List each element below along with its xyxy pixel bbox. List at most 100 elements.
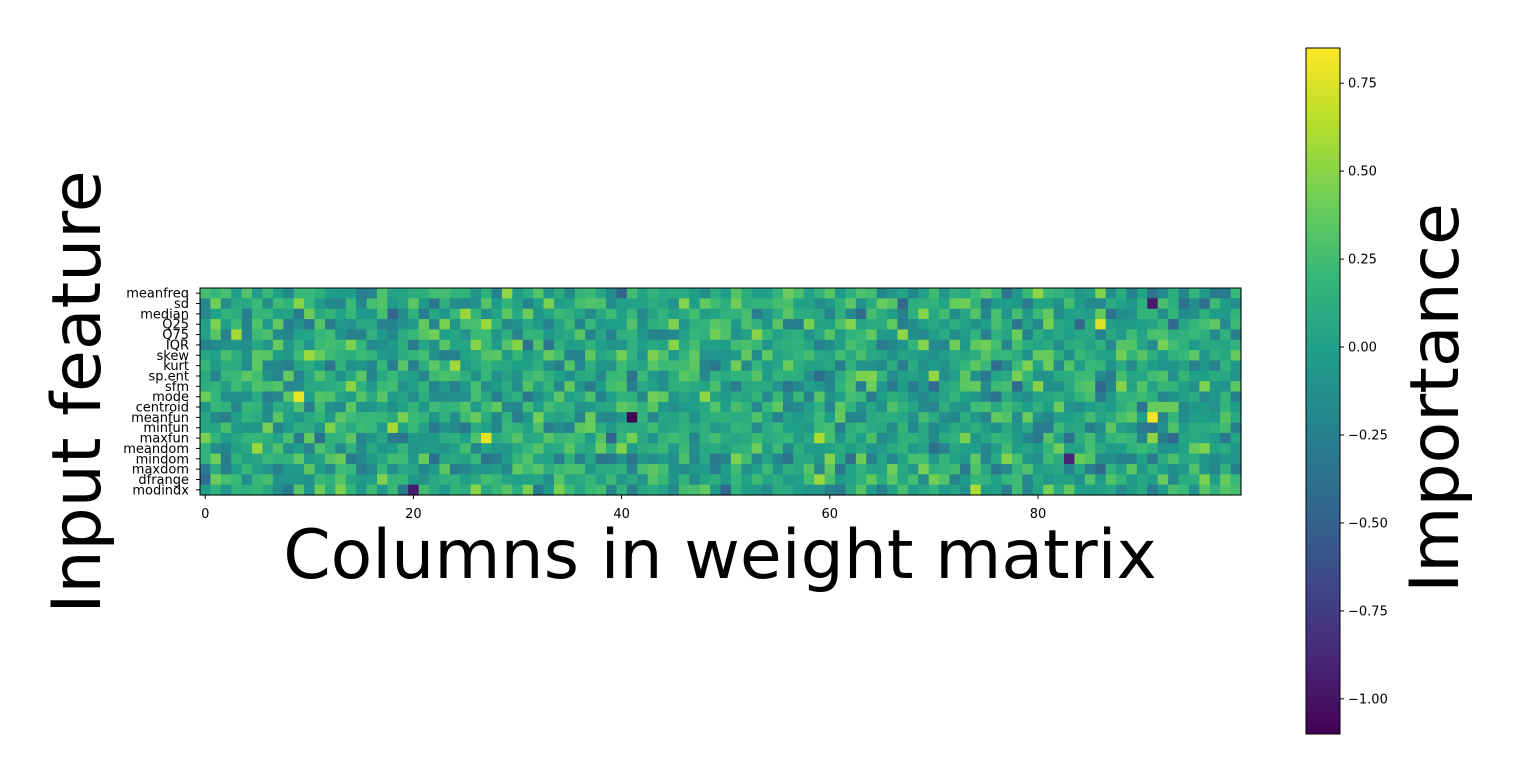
heatmap-cell xyxy=(460,308,472,320)
heatmap-cell xyxy=(376,381,388,393)
heatmap-cell xyxy=(356,412,368,424)
heatmap-cell xyxy=(481,298,493,310)
heatmap-cell xyxy=(481,412,493,424)
heatmap-cell xyxy=(283,339,295,351)
heatmap-cell xyxy=(887,401,899,413)
heatmap-cell xyxy=(991,453,1003,465)
heatmap-cell xyxy=(335,453,347,465)
heatmap-cell xyxy=(741,370,753,382)
heatmap-cell xyxy=(855,391,867,403)
heatmap-cell xyxy=(314,391,326,403)
heatmap-cell xyxy=(1126,370,1138,382)
heatmap-cell xyxy=(595,381,607,393)
heatmap-cell xyxy=(991,350,1003,362)
heatmap-cell xyxy=(1064,370,1076,382)
heatmap-cell xyxy=(887,391,899,403)
x-tick-label: 60 xyxy=(822,507,839,522)
heatmap-cell xyxy=(980,432,992,444)
heatmap-cell xyxy=(741,350,753,362)
heatmap-cell xyxy=(418,370,430,382)
heatmap-cell xyxy=(262,360,274,372)
heatmap-cell xyxy=(699,443,711,455)
colorbar xyxy=(1305,47,1341,735)
heatmap-cell xyxy=(1116,453,1128,465)
heatmap-cell xyxy=(928,288,940,299)
heatmap-cell xyxy=(710,360,722,372)
heatmap-cell xyxy=(1188,350,1200,362)
heatmap-cell xyxy=(710,329,722,341)
heatmap-cell xyxy=(1116,339,1128,351)
heatmap-cell xyxy=(1001,339,1013,351)
heatmap-cell xyxy=(959,474,971,486)
heatmap-cell xyxy=(814,381,826,393)
heatmap-cell xyxy=(1157,432,1169,444)
heatmap-cell xyxy=(845,339,857,351)
heatmap-cell xyxy=(356,308,368,320)
heatmap-cell xyxy=(605,288,617,299)
heatmap-cell xyxy=(835,391,847,403)
heatmap-cell xyxy=(335,484,347,496)
heatmap-cell xyxy=(210,412,222,424)
heatmap-cell xyxy=(689,288,701,299)
heatmap-cell xyxy=(959,350,971,362)
heatmap-cell xyxy=(668,329,680,341)
heatmap-cell xyxy=(626,288,638,299)
heatmap-cell xyxy=(970,370,982,382)
heatmap-cell xyxy=(647,339,659,351)
heatmap-cell xyxy=(1188,391,1200,403)
heatmap-cell xyxy=(293,432,305,444)
heatmap-cell xyxy=(1168,298,1180,310)
heatmap-cell xyxy=(252,463,264,475)
heatmap-cell xyxy=(1230,412,1242,424)
heatmap-cell xyxy=(637,308,649,320)
heatmap-cell xyxy=(605,484,617,496)
heatmap-cell xyxy=(220,474,232,486)
heatmap-cell xyxy=(949,443,961,455)
heatmap-cell xyxy=(1116,484,1128,496)
heatmap-cell xyxy=(595,422,607,434)
heatmap-cell xyxy=(814,422,826,434)
heatmap-cell xyxy=(533,412,545,424)
heatmap-cell xyxy=(1220,463,1232,475)
heatmap-cell xyxy=(845,288,857,299)
heatmap-cell xyxy=(460,443,472,455)
y-tick-label: sd xyxy=(174,297,189,312)
heatmap-cell xyxy=(991,298,1003,310)
heatmap-cell xyxy=(533,308,545,320)
heatmap-cell xyxy=(512,412,524,424)
heatmap-cell xyxy=(1157,453,1169,465)
heatmap-cell xyxy=(366,463,378,475)
heatmap-cell xyxy=(720,484,732,496)
heatmap-cell xyxy=(637,381,649,393)
heatmap-cell xyxy=(366,360,378,372)
heatmap-cell xyxy=(762,288,774,299)
heatmap-cell xyxy=(241,443,253,455)
heatmap-cell xyxy=(814,432,826,444)
heatmap-cell xyxy=(939,370,951,382)
heatmap-cell xyxy=(762,391,774,403)
heatmap-cell xyxy=(1032,401,1044,413)
heatmap-cell xyxy=(231,401,243,413)
heatmap-cell xyxy=(241,360,253,372)
heatmap-cell xyxy=(741,288,753,299)
heatmap-cell xyxy=(939,308,951,320)
heatmap-cell xyxy=(1126,474,1138,486)
heatmap-cell xyxy=(1022,432,1034,444)
heatmap-cell xyxy=(918,360,930,372)
heatmap-cell xyxy=(408,443,420,455)
heatmap-cell xyxy=(980,350,992,362)
heatmap-cell xyxy=(699,329,711,341)
heatmap-cell xyxy=(897,350,909,362)
heatmap-cell xyxy=(855,381,867,393)
heatmap-cell xyxy=(626,474,638,486)
heatmap-cell xyxy=(1209,401,1221,413)
heatmap-cell xyxy=(782,432,794,444)
heatmap-cell xyxy=(980,288,992,299)
heatmap-cell xyxy=(626,432,638,444)
heatmap-cell xyxy=(949,463,961,475)
heatmap-cell xyxy=(970,474,982,486)
colorbar-tick-label: 0.75 xyxy=(1348,77,1377,92)
heatmap-cell xyxy=(387,463,399,475)
heatmap-cell xyxy=(918,422,930,434)
heatmap-cell xyxy=(689,350,701,362)
